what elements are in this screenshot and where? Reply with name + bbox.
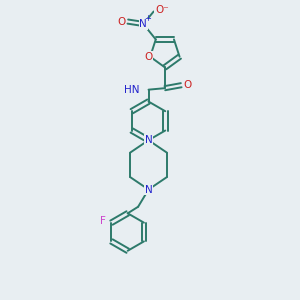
Text: O⁻: O⁻	[155, 5, 169, 15]
Text: O: O	[184, 80, 192, 90]
Text: +: +	[144, 14, 151, 22]
Text: N: N	[145, 135, 152, 145]
Text: N: N	[145, 184, 152, 194]
Text: F: F	[100, 216, 106, 226]
Text: N: N	[140, 19, 147, 29]
Text: O: O	[117, 16, 125, 27]
Text: HN: HN	[124, 85, 140, 95]
Text: O: O	[144, 52, 152, 62]
